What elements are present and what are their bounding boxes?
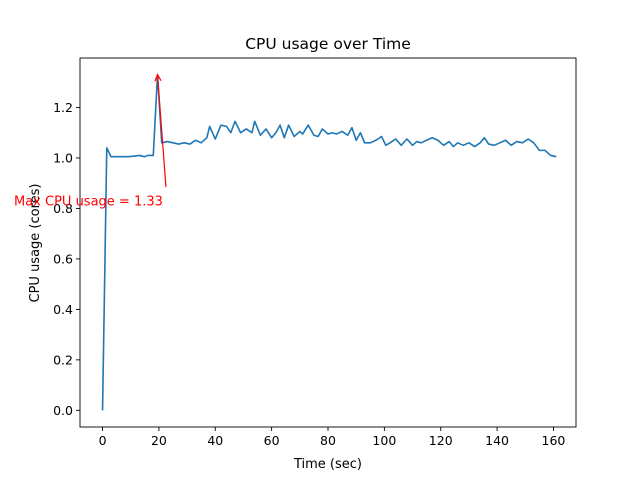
x-axis: 0 20 40 60 80 100 120 140 160 <box>99 427 566 448</box>
y-tick-label: 1.0 <box>53 150 73 165</box>
annotation-arrowhead <box>154 73 162 82</box>
plot-area <box>79 57 577 428</box>
annotations: Max CPU usage = 1.33 <box>14 73 167 209</box>
y-axis: 0.0 0.2 0.4 0.6 0.8 1.0 1.2 <box>53 100 80 418</box>
y-tick-label: 0.6 <box>53 251 73 266</box>
y-tick-label: 0.4 <box>53 302 73 317</box>
y-tick-label: 0.2 <box>53 352 73 367</box>
annotation-arrow <box>156 74 167 188</box>
plot-background <box>80 58 576 427</box>
x-axis-label: Time (sec) <box>293 457 362 472</box>
y-tick-label: 0.8 <box>53 201 73 216</box>
y-axis-label: CPU usage (cores) <box>28 184 43 303</box>
x-tick-label: 40 <box>207 433 223 448</box>
x-tick-label: 80 <box>320 433 336 448</box>
chart-title: CPU usage over Time <box>245 35 411 53</box>
max-usage-annotation: Max CPU usage = 1.33 <box>14 194 163 209</box>
x-tick-label: 0 <box>99 433 107 448</box>
x-tick-label: 100 <box>372 433 396 448</box>
y-tick-label: 1.2 <box>53 100 73 115</box>
y-tick-label: 0.0 <box>53 403 73 418</box>
x-tick-label: 20 <box>151 433 167 448</box>
x-tick-label: 120 <box>429 433 453 448</box>
series-line-0 <box>101 73 557 411</box>
x-tick-label: 140 <box>485 433 509 448</box>
x-tick-label: 60 <box>264 433 280 448</box>
x-tick-label: 160 <box>542 433 566 448</box>
